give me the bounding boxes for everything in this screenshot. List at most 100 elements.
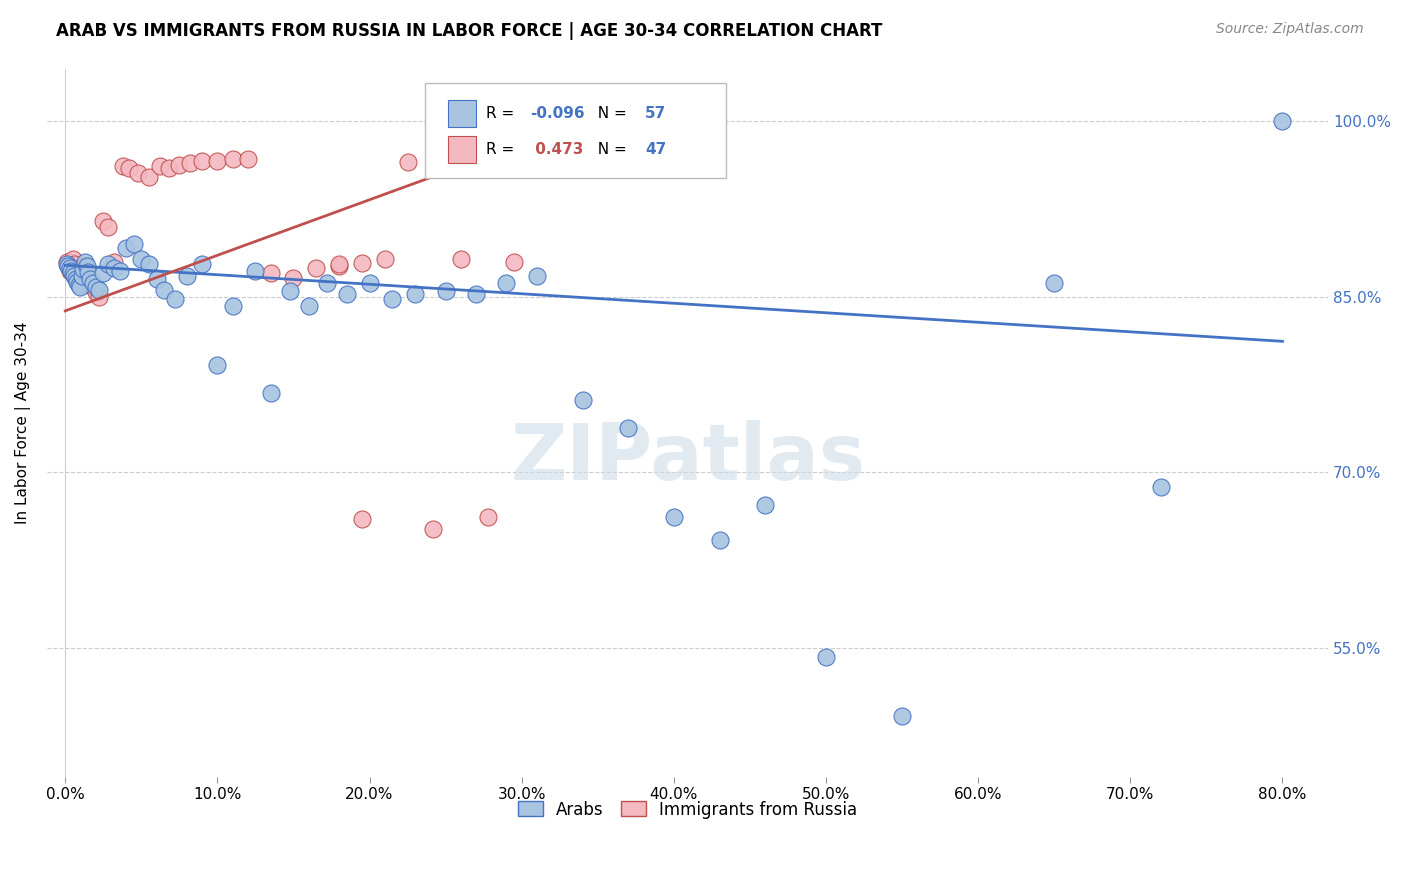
Text: N =: N =: [588, 106, 631, 121]
Point: [526, 268, 548, 283]
Point: [79, 272, 101, 286]
Point: [91, 267, 114, 281]
Point: [617, 421, 640, 435]
Point: [112, 159, 135, 173]
Point: [148, 159, 170, 173]
Point: [76, 267, 98, 281]
Point: [305, 260, 328, 275]
Point: [280, 284, 302, 298]
Point: [66, 268, 89, 282]
Point: [62, 267, 84, 281]
Point: [138, 170, 160, 185]
Point: [66, 275, 89, 289]
Point: [145, 272, 167, 286]
Point: [59, 264, 82, 278]
Point: [350, 256, 373, 270]
Text: R =: R =: [486, 142, 520, 157]
Text: -0.096: -0.096: [530, 106, 585, 121]
Point: [891, 709, 914, 723]
Text: 47: 47: [645, 142, 666, 157]
Point: [77, 265, 100, 279]
Point: [259, 385, 281, 400]
Point: [207, 358, 229, 372]
Point: [245, 264, 267, 278]
Text: 57: 57: [645, 106, 666, 121]
Text: 0.473: 0.473: [530, 142, 583, 157]
Point: [316, 276, 339, 290]
Point: [709, 533, 731, 548]
Point: [87, 283, 110, 297]
Point: [63, 268, 86, 283]
Point: [65, 261, 87, 276]
Point: [70, 268, 93, 283]
Point: [662, 510, 685, 524]
Point: [1043, 276, 1066, 290]
Point: [404, 287, 426, 301]
Point: [77, 271, 100, 285]
Point: [163, 292, 186, 306]
Point: [207, 154, 229, 169]
Point: [97, 257, 120, 271]
Point: [84, 280, 107, 294]
Text: ZIPatlas: ZIPatlas: [510, 420, 865, 496]
Point: [328, 260, 350, 274]
Point: [191, 154, 214, 169]
Point: [127, 166, 149, 180]
Point: [76, 260, 98, 274]
Point: [571, 392, 593, 407]
Point: [58, 260, 80, 274]
Point: [91, 213, 114, 227]
Point: [328, 257, 350, 271]
Point: [283, 271, 305, 285]
Point: [55, 254, 77, 268]
Point: [450, 252, 472, 267]
Point: [63, 257, 86, 271]
Point: [60, 254, 83, 268]
Point: [103, 260, 125, 275]
Point: [87, 290, 110, 304]
Point: [69, 280, 91, 294]
Point: [754, 498, 776, 512]
Point: [1271, 114, 1294, 128]
Point: [1150, 479, 1173, 493]
Point: [84, 285, 107, 300]
Point: [67, 278, 90, 293]
Point: [131, 252, 153, 267]
Point: [814, 650, 837, 665]
Point: [221, 299, 243, 313]
Point: [465, 287, 488, 301]
Point: [422, 522, 444, 536]
Point: [350, 512, 373, 526]
Point: [72, 261, 94, 276]
Point: [73, 260, 96, 274]
Point: [115, 241, 138, 255]
Text: ARAB VS IMMIGRANTS FROM RUSSIA IN LABOR FORCE | AGE 30-34 CORRELATION CHART: ARAB VS IMMIGRANTS FROM RUSSIA IN LABOR …: [56, 22, 883, 40]
Point: [70, 271, 93, 285]
Point: [259, 267, 281, 281]
Point: [477, 510, 499, 524]
Point: [108, 264, 131, 278]
Point: [503, 254, 526, 268]
FancyBboxPatch shape: [449, 101, 477, 128]
Point: [60, 264, 83, 278]
FancyBboxPatch shape: [449, 136, 477, 162]
Point: [79, 276, 101, 290]
Point: [82, 280, 104, 294]
Point: [69, 278, 91, 293]
Point: [221, 152, 243, 166]
Point: [495, 276, 517, 290]
Text: Source: ZipAtlas.com: Source: ZipAtlas.com: [1216, 22, 1364, 37]
Point: [58, 260, 80, 274]
Point: [157, 161, 180, 175]
Point: [236, 152, 259, 166]
Point: [97, 219, 120, 234]
Point: [374, 252, 396, 267]
Point: [122, 237, 145, 252]
Point: [55, 257, 77, 271]
Point: [67, 273, 90, 287]
Point: [176, 268, 198, 283]
Point: [82, 276, 104, 290]
Text: R =: R =: [486, 106, 520, 121]
Point: [359, 276, 381, 290]
Point: [298, 299, 321, 313]
